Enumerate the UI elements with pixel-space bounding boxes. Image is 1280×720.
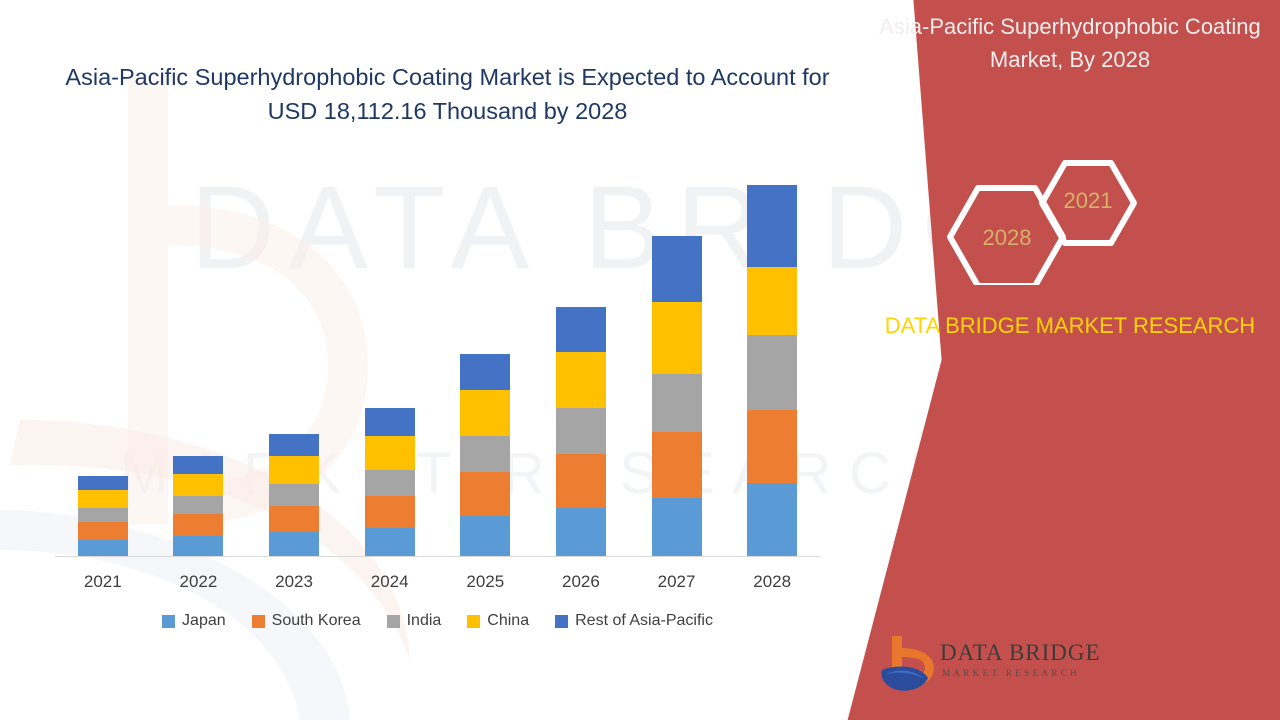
bar-column [629,150,725,556]
legend-item[interactable]: Japan [162,612,226,630]
panel-background-shape [847,0,1280,720]
legend-swatch-icon [251,614,265,628]
bar-segment [364,470,415,496]
stacked-bar-2028 [747,185,798,556]
bar-segment [555,408,606,455]
hexagon-badges: 2028 2021 [930,155,1250,289]
legend-label: South Korea [271,612,361,629]
legend-swatch-icon [162,614,176,628]
legend-item[interactable]: Rest of Asia-Pacific [555,612,713,630]
x-axis-labels: 2021 2022 2023 2024 2025 2026 2027 2028 [55,572,820,592]
bar-segment [555,306,606,353]
hexagon-2028-label: 2028 [982,225,1032,250]
bar-segment [364,436,415,470]
x-axis-label-2021: 2021 [83,572,122,591]
bar-segment [651,432,702,499]
bar-segment [269,433,320,457]
bar-segment [460,435,511,473]
bar-segment [555,508,606,556]
bar-segment [747,267,798,336]
bar-column [342,150,438,556]
legend-swatch-icon [386,614,400,628]
bar-segment [173,535,224,556]
bar-segment [77,522,128,541]
bar-segment [460,516,511,556]
bar-column [724,150,820,556]
legend-label: Rest of Asia-Pacific [575,612,713,629]
bar-segment [651,498,702,556]
stacked-bar-2026 [555,306,606,556]
hexagon-2021-icon [1039,160,1137,246]
bar-segment [747,335,798,411]
legend-item[interactable]: India [386,612,442,630]
legend-swatch-icon [555,614,569,628]
stacked-bar-2022 [173,455,224,556]
bar-segment [77,540,128,556]
legend-item[interactable]: China [467,612,529,630]
stacked-bar-2023 [269,433,320,556]
x-axis-label-2024: 2024 [370,572,409,591]
bar-segment [460,390,511,436]
legend-label: China [487,612,530,629]
right-side-panel: Asia-Pacific Superhydrophobic Coating Ma… [810,0,1280,720]
bar-column [533,150,629,556]
legend-label: India [406,612,442,629]
stacked-bar-2025 [460,354,511,556]
bar-segment [555,352,606,409]
bar-segment [173,495,224,514]
bar-column [246,150,342,556]
chart-legend: Japan South Korea India China Rest of Asia-P… [55,612,820,630]
bar-segment [77,508,128,523]
bar-segment [555,454,606,509]
bar-segment [269,456,320,485]
x-axis-label-2027: 2027 [657,572,696,591]
bar-segment [173,513,224,536]
bar-segment [173,455,224,474]
stacked-bar-2024 [364,407,415,556]
bar-segment [269,484,320,507]
brand-name: DATA BRIDGE MARKET RESEARCH [884,313,1256,338]
x-axis-label-2023: 2023 [275,572,313,591]
bar-segment [747,185,798,268]
bar-segment [747,410,798,484]
bar-column [55,150,151,556]
bar-column [151,150,247,556]
x-axis-label-2028: 2028 [753,572,792,591]
bar-segment [460,472,511,517]
bar-segment [364,496,415,528]
logo-subtitle: MARKET RESEARCH [942,668,1081,678]
bar-chart-plot [55,150,820,556]
x-axis-line [55,556,820,557]
hexagon-2021-label: 2021 [1063,188,1113,213]
bar-segment [77,490,128,509]
bar-segment [364,527,415,556]
bar-segment [747,483,798,556]
data-bridge-logo: DATA BRIDGE MARKET RESEARCH [880,632,1115,702]
chart-title: Asia-Pacific Superhydrophobic Coating Ma… [65,64,830,124]
logo-name: DATA BRIDGE [940,640,1101,665]
legend-item[interactable]: South Korea [251,612,361,630]
bar-segment [173,473,224,496]
bar-segment [364,407,415,436]
bar-column [438,150,534,556]
bar-segment [460,354,511,391]
x-axis-label-2025: 2025 [466,572,505,591]
x-axis-label-2026: 2026 [562,572,600,591]
panel-title: Asia-Pacific Superhydrophobic Coating Ma… [879,14,1261,72]
bar-segment [269,532,320,556]
legend-swatch-icon [467,614,481,628]
stacked-bar-2021 [77,476,128,556]
stacked-bar-2027 [651,236,702,556]
bar-segment [651,236,702,303]
bar-segment [77,476,128,491]
x-axis-label-2022: 2022 [179,572,218,591]
legend-label: Japan [182,612,226,629]
bar-segment [651,302,702,375]
bar-segment [269,506,320,533]
bar-segment [651,374,702,433]
